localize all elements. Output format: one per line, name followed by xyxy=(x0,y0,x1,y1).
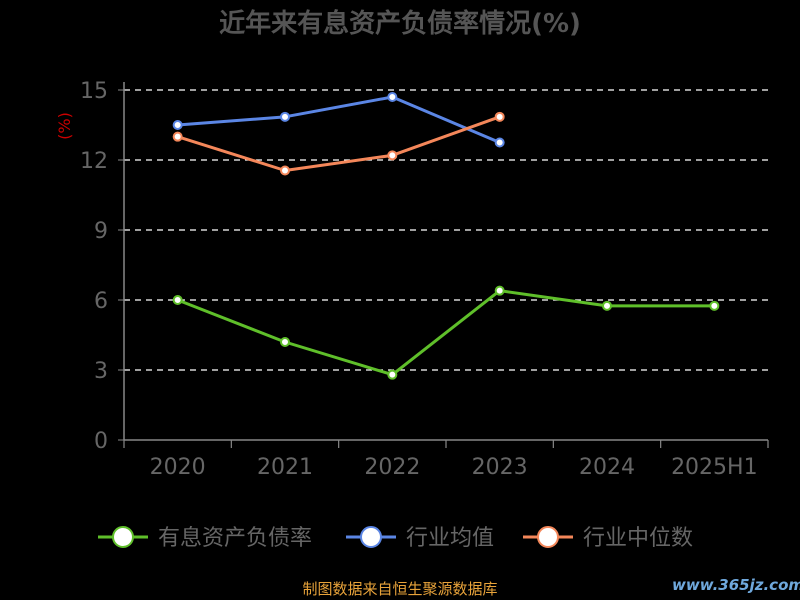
gridlines xyxy=(118,89,768,441)
series-lines xyxy=(172,92,720,380)
legend-marker xyxy=(112,526,134,548)
data-point xyxy=(494,111,505,122)
data-point xyxy=(387,369,398,380)
legend: 有息资产负债率 行业均值 行业中位数 xyxy=(98,526,693,551)
series-group xyxy=(172,92,505,148)
legend-label: 行业中位数 xyxy=(583,526,693,551)
legend-item: 行业中位数 xyxy=(523,526,693,551)
legend-label: 有息资产负债率 xyxy=(158,526,312,551)
data-point xyxy=(387,150,398,161)
axes xyxy=(123,82,769,448)
x-tick-label: 2023 xyxy=(472,455,528,480)
y-tick-label: 9 xyxy=(94,219,108,244)
series-line xyxy=(177,115,501,172)
watermark-logo: www.365jz.com xyxy=(672,576,800,594)
data-point xyxy=(280,111,290,122)
data-point xyxy=(172,295,183,305)
data-point xyxy=(494,137,505,148)
data-point xyxy=(172,131,183,142)
x-tick-label: 2024 xyxy=(579,455,635,480)
x-tick-label: 2021 xyxy=(257,455,313,480)
data-point xyxy=(172,120,183,130)
x-tick-labels: 2020 2021 2022 2023 2024 2025H1 xyxy=(150,455,758,480)
legend-label: 行业均值 xyxy=(406,526,494,551)
legend-marker xyxy=(360,526,382,548)
y-axis-label: (%) xyxy=(55,112,74,140)
data-point xyxy=(280,337,290,347)
data-point xyxy=(494,285,505,296)
y-tick-label: 15 xyxy=(80,79,108,104)
legend-marker xyxy=(537,526,559,548)
source-note: 制图数据来自恒生聚源数据库 xyxy=(302,580,497,598)
series-line xyxy=(177,289,715,377)
series-group xyxy=(172,111,505,176)
x-tick-label: 2022 xyxy=(364,455,420,480)
x-tick-label: 2020 xyxy=(150,455,206,480)
data-point xyxy=(387,92,398,102)
data-point xyxy=(709,300,720,311)
data-point xyxy=(280,165,290,176)
legend-item: 有息资产负债率 xyxy=(98,526,312,551)
y-tick-labels: 0 3 6 9 12 15 xyxy=(80,79,108,454)
data-point xyxy=(602,300,612,311)
series-line xyxy=(177,95,501,144)
y-tick-label: 6 xyxy=(94,289,108,314)
legend-item: 行业均值 xyxy=(346,526,494,551)
x-tick-label: 2025H1 xyxy=(671,455,758,480)
series-group xyxy=(172,285,720,380)
y-tick-label: 0 xyxy=(94,429,108,454)
chart-title: 近年来有息资产负债率情况(%) xyxy=(219,8,581,39)
y-tick-label: 12 xyxy=(80,149,108,174)
y-tick-label: 3 xyxy=(94,359,108,384)
